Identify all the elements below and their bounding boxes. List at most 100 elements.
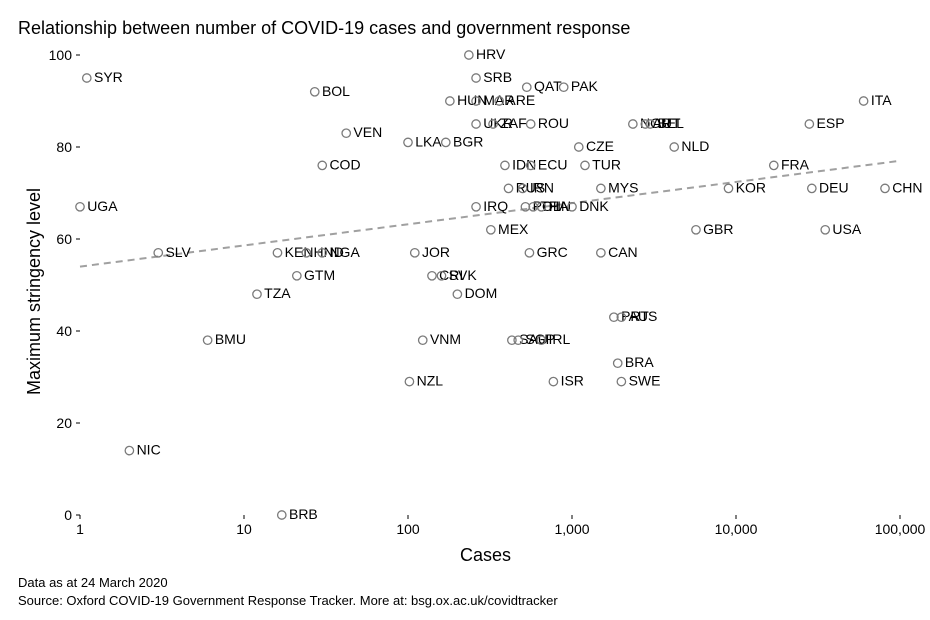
point-label: ESP <box>817 115 845 131</box>
footnote-date: Data as at 24 March 2020 <box>18 575 168 590</box>
x-tick-label: 10 <box>236 521 252 537</box>
data-point: VEN <box>342 124 382 140</box>
point-label: FRA <box>781 156 810 172</box>
data-point: SRB <box>472 69 512 85</box>
point-label: DOM <box>465 285 498 301</box>
point-label: ZAF <box>500 115 526 131</box>
point-label: CHN <box>892 179 922 195</box>
point-label: TZA <box>264 285 291 301</box>
point-label: QAT <box>534 78 562 94</box>
data-point: DEU <box>808 179 849 195</box>
point-label: MYS <box>608 179 638 195</box>
point-label: IDN <box>512 156 536 172</box>
data-point: SWE <box>617 373 660 389</box>
point-label: KOR <box>736 179 766 195</box>
data-point: BRA <box>614 354 655 370</box>
y-axis-label: Maximum stringency level <box>24 188 45 395</box>
point-label: DNK <box>579 198 609 214</box>
data-point: LKA <box>404 133 443 149</box>
data-point: UGA <box>76 198 118 214</box>
data-point: CHN <box>881 179 923 195</box>
point-label: GRC <box>537 244 568 260</box>
point-label: TUR <box>592 156 621 172</box>
data-point: MEX <box>487 221 529 237</box>
point-label: NZL <box>417 373 444 389</box>
point-label: IRN <box>530 179 554 195</box>
point-label: HRV <box>476 46 506 62</box>
data-point: BOL <box>311 83 351 99</box>
point-label: BRA <box>625 354 654 370</box>
x-tick-label: 10,000 <box>715 521 758 537</box>
point-label: IRQ <box>483 198 508 214</box>
data-point: ITA <box>859 92 892 108</box>
point-label: BRB <box>289 506 318 522</box>
plot-area: SYRUGANICSLVBMUTZAKENBRBHNDGTMNGACODBOLV… <box>80 55 900 515</box>
data-point: TZA <box>253 285 292 301</box>
data-point: GTM <box>293 267 336 283</box>
data-point: CZE <box>575 138 614 154</box>
point-label: IRL <box>549 331 571 347</box>
point-label: ISR <box>561 373 584 389</box>
data-point: USA <box>821 221 862 237</box>
point-label: LKA <box>415 133 442 149</box>
data-point: FRA <box>770 156 810 172</box>
data-point: TUR <box>581 156 621 172</box>
point-label: NIC <box>137 442 161 458</box>
data-point: BRB <box>278 506 318 522</box>
point-label: NLD <box>681 138 709 154</box>
y-tick-label: 100 <box>49 47 72 63</box>
data-point: DOM <box>453 285 497 301</box>
point-label: GBR <box>703 221 733 237</box>
x-axis-label: Cases <box>460 545 511 566</box>
point-label: VNM <box>430 331 461 347</box>
point-label: BGR <box>453 133 483 149</box>
footnote-source: Source: Oxford COVID-19 Government Respo… <box>18 593 558 608</box>
point-label: DEU <box>819 179 849 195</box>
data-point: GRC <box>525 244 568 260</box>
data-point: KOR <box>724 179 766 195</box>
point-label: BOL <box>322 83 350 99</box>
point-label: CZE <box>586 138 614 154</box>
point-label: NGA <box>329 244 360 260</box>
point-label: ITA <box>871 92 892 108</box>
covid-stringency-scatter: Relationship between number of COVID-19 … <box>0 0 930 620</box>
point-label: USA <box>832 221 861 237</box>
point-label: ARE <box>506 92 535 108</box>
x-tick-label: 1,000 <box>554 521 589 537</box>
data-point: ESP <box>805 115 844 131</box>
data-point: GBR <box>692 221 734 237</box>
point-label: SVK <box>449 267 478 283</box>
point-label: BMU <box>215 331 246 347</box>
data-point: BGR <box>442 133 484 149</box>
x-tick-label: 100 <box>396 521 419 537</box>
point-label: PAK <box>571 78 599 94</box>
y-tick-label: 40 <box>56 323 72 339</box>
y-tick-label: 0 <box>64 507 72 523</box>
x-tick-label: 1 <box>76 521 84 537</box>
point-label: SYR <box>94 69 123 85</box>
point-label: KEN <box>285 244 314 260</box>
x-tick-label: 100,000 <box>875 521 926 537</box>
data-point: CAN <box>597 244 638 260</box>
data-point: VNM <box>419 331 462 347</box>
data-point: NIC <box>125 442 161 458</box>
y-tick-label: 80 <box>56 139 72 155</box>
point-label: VEN <box>353 124 382 140</box>
point-label: AUS <box>629 308 658 324</box>
data-point: HUN <box>446 92 488 108</box>
data-point: ROU <box>527 115 570 131</box>
data-point: DNK <box>568 198 610 214</box>
y-tick-label: 60 <box>56 231 72 247</box>
point-label: SRB <box>483 69 512 85</box>
point-label: GTM <box>304 267 335 283</box>
data-point: MYS <box>597 179 639 195</box>
point-label: AUT <box>653 115 681 131</box>
point-label: ECU <box>538 156 568 172</box>
point-label: ROU <box>538 115 569 131</box>
point-label: COD <box>329 156 360 172</box>
point-label: JOR <box>422 244 450 260</box>
y-tick-label: 20 <box>56 415 72 431</box>
point-label: SWE <box>629 373 661 389</box>
data-point: SLV <box>154 244 191 260</box>
data-point: NLD <box>670 138 709 154</box>
